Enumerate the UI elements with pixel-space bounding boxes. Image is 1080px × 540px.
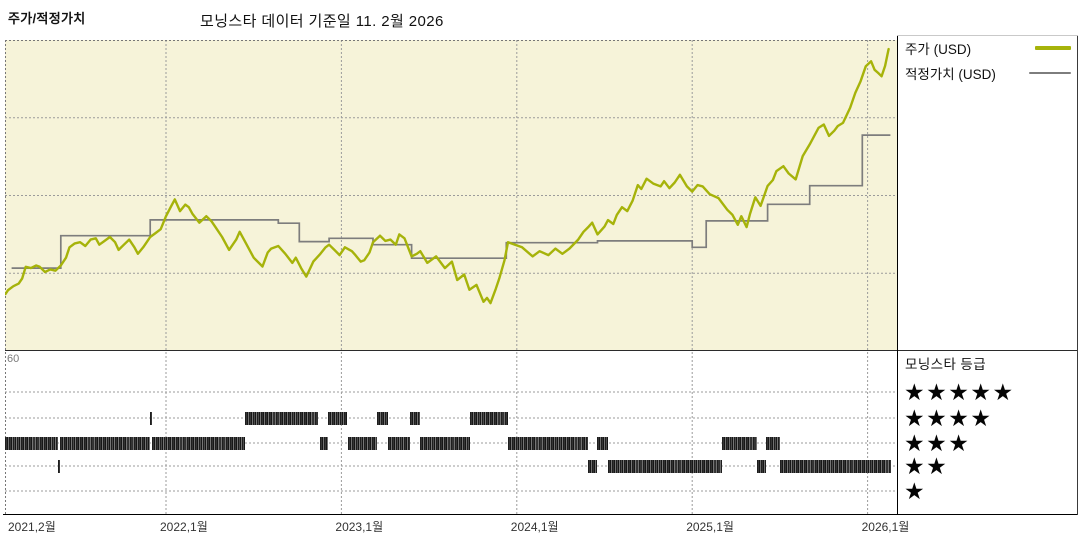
rating-history-segment-3star (348, 436, 377, 450)
page-title: 주가/적정가치 (8, 11, 86, 26)
rating-history-segment-3star (766, 436, 780, 450)
rating-row-5star: ★★★★★ (904, 379, 1015, 405)
rating-history-segment-3star (152, 436, 245, 450)
rating-row-3star: ★★★ (904, 430, 971, 456)
x-axis-label: 2021,2월 (8, 520, 56, 534)
price-line-swatch (1035, 46, 1071, 50)
x-axis-label: 2023,1월 (335, 520, 384, 534)
price-chart-plot-area: 1801501209060 (5, 40, 897, 515)
rating-history-segment-3star (388, 436, 410, 450)
legend-price-label: 주가 (USD) (905, 42, 972, 57)
panel-top-border (897, 35, 1078, 36)
rating-history-segment-2star (58, 459, 61, 473)
chart-canvas (5, 40, 897, 515)
rating-history-segment-3star (60, 436, 151, 450)
x-axis-label: 2025,1월 (686, 520, 734, 534)
fair-value-line-swatch (1029, 72, 1071, 74)
rating-row-1star: ★ (904, 478, 927, 504)
rating-history-segment-3star (722, 436, 758, 450)
rating-history-segment-3star (5, 436, 59, 450)
x-axis-label: 2022,1월 (160, 520, 208, 534)
rating-history-segment-4star (328, 411, 347, 425)
x-axis-label: 2024,1월 (510, 520, 559, 534)
rating-row-2star: ★★ (904, 453, 949, 479)
rating-history-segment-2star (757, 459, 766, 473)
y-axis-label: 60 (7, 353, 20, 365)
rating-history-segment-4star (470, 411, 509, 425)
rating-history-segment-2star (608, 459, 722, 473)
rating-panel-title: 모닝스타 등급 (905, 357, 987, 372)
rating-history-segment-3star (597, 436, 609, 450)
x-axis-label: 2026,1월 (861, 520, 910, 534)
fair-value-line (11, 134, 891, 269)
rating-row-4star: ★★★★ (904, 405, 993, 431)
legend-item-fair-value: 적정가치 (USD) (905, 63, 1071, 83)
rating-history-segment-3star (320, 436, 329, 450)
as-of-date: 모닝스타 데이터 기준일 11. 2월 2026 (200, 13, 444, 30)
rating-history-segment-3star (420, 436, 470, 450)
rating-history-segment-4star (377, 411, 389, 425)
section-divider (5, 350, 1078, 351)
legend-fair-value-label: 적정가치 (USD) (905, 67, 996, 82)
rating-history-segment-4star (150, 411, 153, 425)
price-line (5, 47, 890, 305)
right-frame-border (1077, 35, 1078, 515)
rating-history-segment-2star (780, 459, 892, 473)
x-axis-line (3, 514, 1078, 515)
legend-item-price: 주가 (USD) (905, 38, 1071, 58)
rating-history-segment-3star (508, 436, 588, 450)
right-panel: 주가 (USD) 적정가치 (USD) 모닝스타 등급 ★★★★★ ★★★★ ★★★… (898, 35, 1078, 515)
panel-separator (897, 35, 898, 515)
rating-history-segment-2star (588, 459, 597, 473)
rating-history-segment-4star (244, 411, 318, 425)
rating-history-segment-4star (410, 411, 420, 425)
